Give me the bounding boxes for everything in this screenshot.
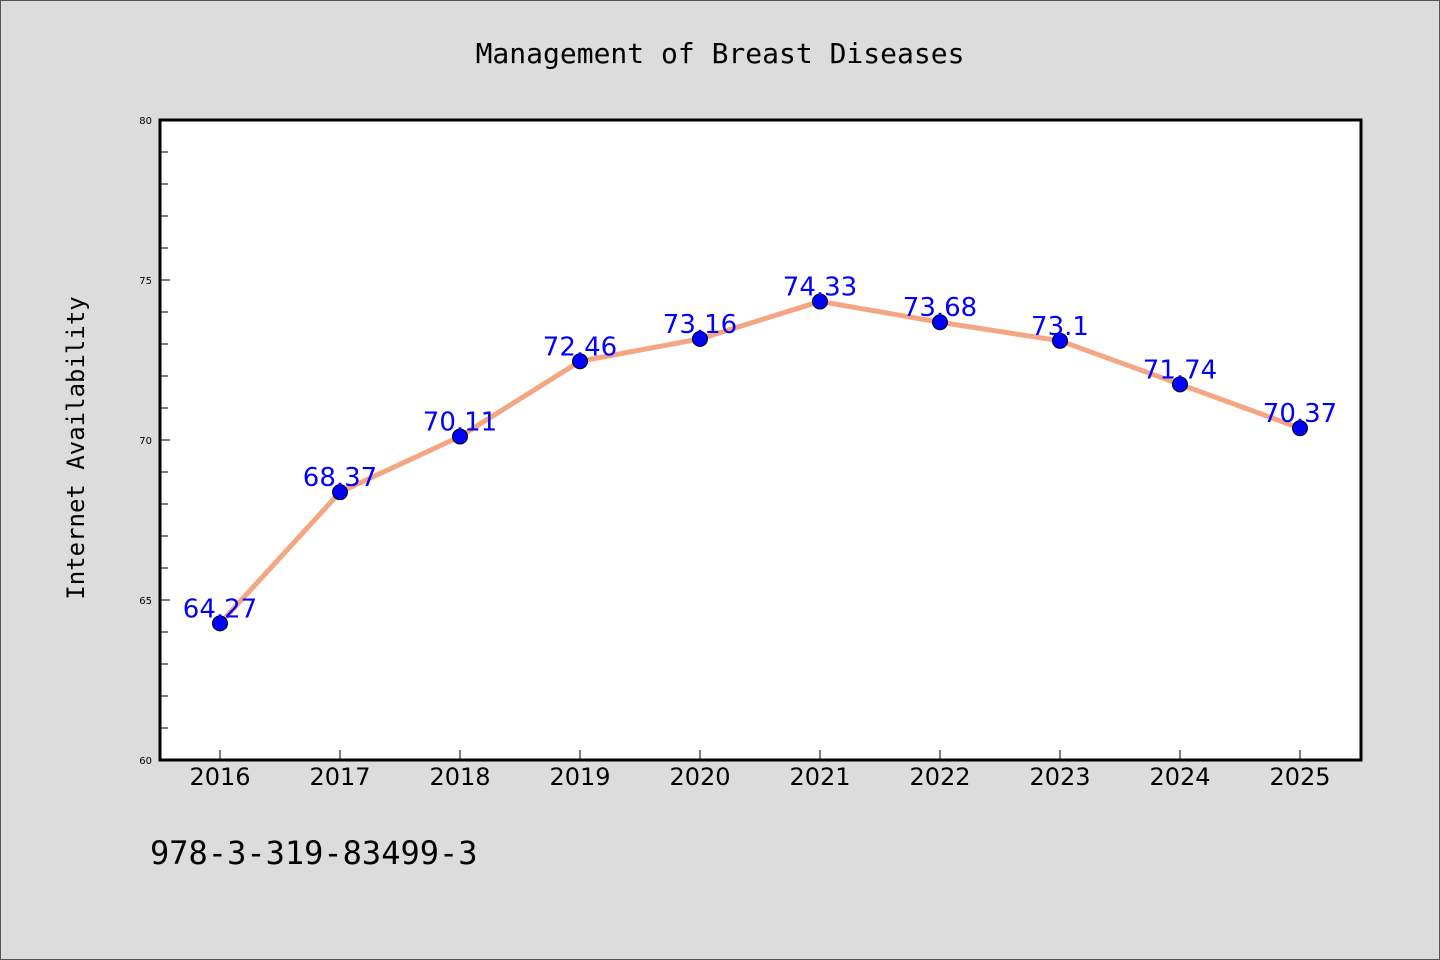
x-tick-label: 2022	[909, 763, 970, 791]
y-axis-label: Internet Availability	[62, 296, 90, 599]
data-label: 73.68	[903, 293, 977, 323]
data-label: 74.33	[783, 272, 857, 302]
data-point-marker	[932, 314, 948, 331]
x-tick-label: 2020	[669, 763, 730, 791]
x-tick-label: 2016	[189, 763, 250, 791]
data-label: 70.11	[423, 407, 497, 437]
data-point-marker	[452, 428, 468, 445]
series-markers-group	[212, 293, 1308, 632]
data-point-marker	[1052, 332, 1068, 349]
y-tick-label: 60	[139, 756, 152, 767]
data-labels-group: 64.27 68.37 70.11 72.46 73.16 74.33 73.68 73.1 7…	[183, 272, 1337, 624]
series-line	[217, 298, 1303, 626]
data-label: 73.16	[663, 310, 737, 340]
x-axis: 2016 2017 2018 2019 2020 2021 2022 2023 2024 2025	[189, 750, 1331, 791]
data-label: 68.37	[303, 463, 377, 493]
y-tick-label: 70	[139, 436, 152, 447]
plot-area	[158, 118, 1363, 762]
data-point-marker	[1292, 420, 1308, 437]
data-label: 72.46	[543, 332, 617, 362]
y-axis: 60 65 70 75 80	[139, 116, 170, 767]
data-point-marker	[812, 293, 828, 310]
data-point-marker	[212, 615, 228, 632]
y-tick-label: 65	[139, 596, 152, 607]
data-label: 70.37	[1263, 399, 1337, 429]
x-tick-label: 2023	[1029, 763, 1090, 791]
data-point-marker	[572, 353, 588, 370]
chart-title: Management of Breast Diseases	[476, 37, 965, 70]
x-tick-label: 2021	[789, 763, 850, 791]
data-label: 73.1	[1031, 312, 1089, 342]
data-point-marker	[332, 484, 348, 501]
data-point-marker	[1172, 376, 1188, 393]
series-line-group	[217, 298, 1303, 626]
y-tick-label: 75	[139, 276, 152, 287]
x-tick-label: 2018	[429, 763, 490, 791]
data-label: 64.27	[183, 594, 257, 624]
data-point-marker	[692, 330, 708, 347]
x-tick-label: 2025	[1269, 763, 1330, 791]
x-tick-label: 2017	[309, 763, 370, 791]
footer-identifier: 978-3-319-83499-3	[150, 834, 478, 872]
y-tick-label: 80	[139, 116, 152, 127]
data-label: 71.74	[1143, 355, 1217, 385]
x-tick-label: 2024	[1149, 763, 1210, 791]
x-tick-label: 2019	[549, 763, 610, 791]
